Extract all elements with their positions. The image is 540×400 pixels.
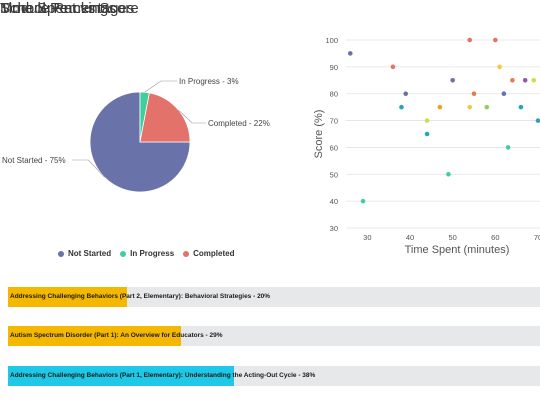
ranking-bar-row: Addressing Challenging Behaviors (Part 2… — [8, 287, 540, 307]
ranking-bar-row: Autism Spectrum Disorder (Part 1): An Ov… — [8, 326, 540, 346]
ranking-bar-label: Addressing Challenging Behaviors (Part 2… — [10, 293, 271, 300]
x-tick-label: 60 — [491, 233, 499, 242]
y-tick-label: 30 — [330, 224, 338, 233]
y-axis-label: Score (%) — [313, 110, 325, 159]
pie-data-label: In Progress - 3% — [179, 77, 239, 86]
scatter-chart-title: Time Spent vs Score — [0, 0, 139, 17]
y-tick-label: 90 — [330, 63, 338, 72]
scatter-point[interactable] — [467, 104, 473, 110]
legend-swatch — [120, 250, 127, 257]
x-tick-label: 70 — [534, 233, 540, 242]
pie-legend: Not Started In Progress Completed — [58, 249, 234, 258]
pie-data-label: Not Started - 75% — [2, 156, 66, 165]
scatter-point[interactable] — [535, 118, 540, 123]
pie-label-connector — [72, 159, 105, 178]
legend-item-completed[interactable]: Completed — [183, 249, 234, 258]
legend-item-in-progress[interactable]: In Progress — [120, 249, 174, 258]
rankings-title: Module Rankings — [0, 0, 116, 17]
scatter-point[interactable] — [493, 37, 498, 43]
y-tick-label: 60 — [330, 143, 338, 152]
legend-swatch — [183, 250, 190, 257]
legend-item-not-started[interactable]: Not Started — [58, 249, 111, 258]
scatter-chart: 30 40 50 60 70 80 90 100 30 40 50 60 70 Time Spent (m… — [313, 36, 540, 256]
legend-label: Not Started — [68, 249, 112, 258]
y-tick-label: 50 — [330, 170, 338, 179]
ranking-bar-fill — [8, 366, 235, 386]
ranking-bar-label: Autism Spectrum Disorder (Part 1): An Ov… — [10, 332, 223, 339]
pie-label-connector — [178, 109, 206, 124]
x-tick-label: 40 — [406, 233, 414, 242]
scatter-point[interactable] — [531, 77, 537, 83]
scatter-point[interactable] — [347, 51, 353, 56]
pie-chart-title: School Percentages — [0, 0, 135, 17]
x-tick-label: 50 — [448, 233, 456, 242]
ranking-bar-row: Addressing Challenging Behaviors (Part 1… — [8, 366, 540, 386]
pie-chart: Not Started - 75% In Progress - 3% Complet… — [2, 77, 270, 193]
scatter-point[interactable] — [497, 64, 502, 70]
y-tick-label: 70 — [330, 117, 338, 126]
pie-slice-completed[interactable] — [139, 92, 191, 143]
scatter-point[interactable] — [446, 171, 451, 177]
legend-swatch — [58, 250, 64, 257]
ranking-bar-fill — [8, 287, 128, 307]
scatter-point[interactable] — [399, 104, 404, 110]
scatter-point[interactable] — [437, 104, 443, 110]
legend-label: In Progress — [130, 249, 175, 258]
scatter-point[interactable] — [390, 64, 396, 70]
y-tick-label: 100 — [325, 36, 338, 45]
scatter-point[interactable] — [424, 131, 430, 137]
scatter-point[interactable] — [522, 77, 528, 83]
ranking-bar-label: Addressing Challenging Behaviors (Part 1… — [10, 372, 316, 379]
scatter-point[interactable] — [510, 77, 515, 83]
pie-data-label: Completed - 22% — [208, 119, 270, 128]
y-tick-label: 40 — [330, 197, 338, 206]
scatter-point[interactable] — [360, 198, 366, 204]
scatter-point[interactable] — [450, 77, 455, 83]
y-tick-label: 80 — [330, 90, 338, 99]
scatter-point[interactable] — [505, 145, 511, 150]
scatter-point[interactable] — [501, 91, 507, 97]
pie-label-connector — [144, 80, 177, 93]
scatter-point[interactable] — [518, 104, 524, 110]
legend-label: Completed — [193, 249, 235, 258]
ranking-bar-fill — [8, 326, 181, 346]
x-axis-label: Time Spent (minutes) — [405, 244, 510, 256]
scatter-point[interactable] — [484, 104, 490, 110]
x-tick-label: 30 — [363, 233, 371, 242]
scatter-point[interactable] — [467, 37, 473, 43]
scatter-point[interactable] — [403, 91, 409, 97]
scatter-point[interactable] — [471, 91, 477, 97]
scatter-point[interactable] — [424, 118, 430, 123]
